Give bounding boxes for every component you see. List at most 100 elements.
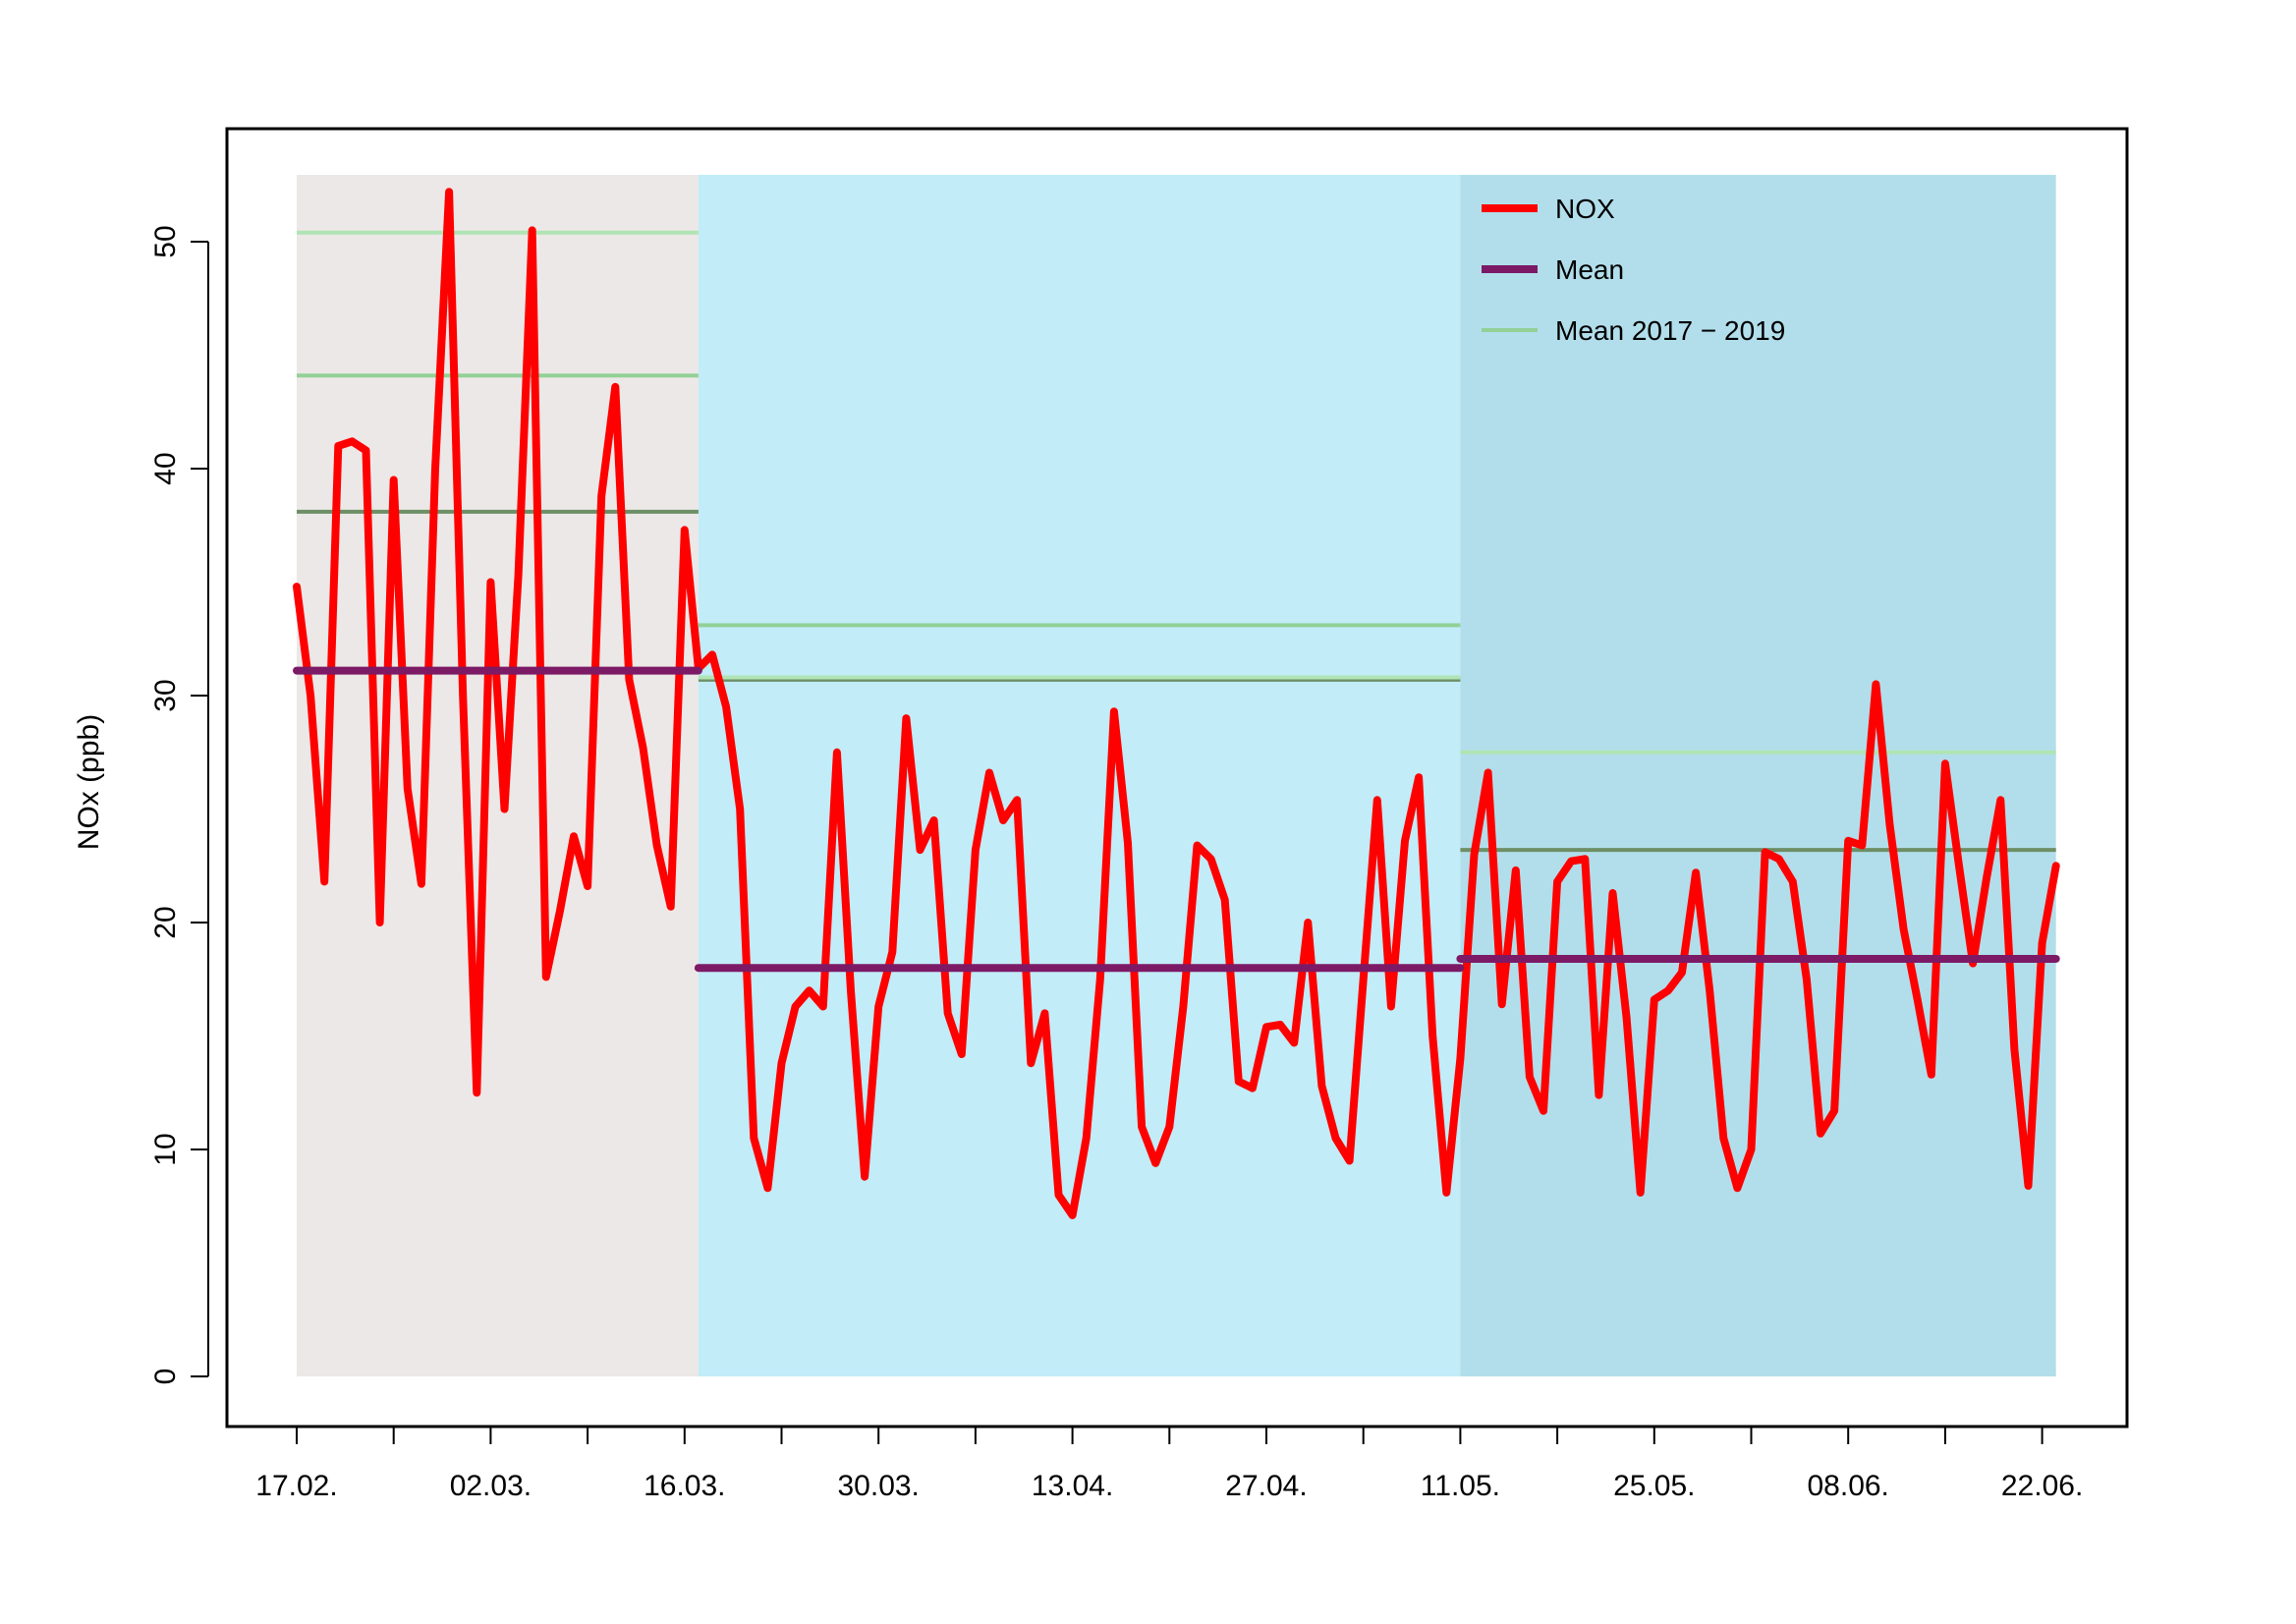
nox-point [1651, 996, 1657, 1003]
nox-point [556, 908, 563, 915]
nox-point [1707, 987, 1713, 994]
y-tick-label: 50 [149, 225, 182, 257]
nox-point [1110, 708, 1117, 715]
nox-point [1928, 1071, 1934, 1078]
nox-point [515, 572, 522, 579]
legend-label-3: Mean 2017 − 2019 [1555, 315, 1785, 346]
nox-point [321, 878, 328, 885]
nox-point [308, 693, 314, 699]
nox-point [1956, 863, 1962, 869]
nox-point [1984, 873, 1990, 880]
nox-point [1332, 1135, 1339, 1142]
nox-point [1166, 1123, 1173, 1130]
nox-point [1693, 869, 1700, 876]
nox-point [723, 703, 730, 710]
nox-point [1180, 1003, 1187, 1010]
y-tick-label: 20 [149, 906, 182, 938]
nox-point [1568, 858, 1575, 865]
nox-point [751, 1135, 757, 1142]
reference-mean-lines [297, 230, 2056, 853]
nox-point [1291, 1039, 1298, 1046]
nox-point [1083, 1135, 1090, 1142]
nox-point [1748, 1147, 1755, 1152]
nox-point [737, 806, 744, 812]
nox-point [1360, 976, 1367, 982]
nox-point [1997, 797, 2004, 804]
nox-point [1277, 1021, 1284, 1028]
nox-point [1416, 774, 1423, 781]
nox-point [1014, 797, 1021, 804]
nox-point [529, 227, 535, 234]
nox-point [653, 842, 660, 849]
period-mean-lines [293, 666, 2060, 973]
legend-label-1: NOX [1555, 194, 1615, 224]
nox-point [1028, 1060, 1035, 1067]
nox-point [1526, 1074, 1533, 1081]
nox-point [1512, 867, 1519, 873]
nox-point [349, 438, 356, 445]
nox-point [390, 476, 397, 483]
nox-point [585, 883, 591, 890]
y-axis: 0 10 20 30 40 50 [149, 225, 209, 1384]
nox-point [1471, 851, 1478, 858]
nox-point [1762, 849, 1768, 856]
nox-point [903, 715, 910, 722]
nox-point [1249, 1085, 1256, 1092]
nox-point [363, 447, 369, 454]
nox-point [2039, 939, 2045, 946]
x-tick-label: 11.05. [1421, 1470, 1500, 1502]
nox-point [1623, 1015, 1630, 1022]
nox-point [376, 920, 383, 925]
x-tick-label: 25.05. [1613, 1470, 1695, 1502]
nox-point [418, 880, 424, 887]
x-tick-label: 30.03. [837, 1470, 919, 1502]
nox-point [1803, 976, 1810, 982]
nox-point [875, 1003, 882, 1010]
nox-point [1596, 1092, 1602, 1098]
nox-point [681, 527, 688, 533]
nox-point [1873, 681, 1879, 688]
nox-point [1886, 821, 1893, 828]
nox-point [889, 949, 896, 956]
x-tick-label: 27.04. [1225, 1470, 1307, 1502]
nox-point [1679, 969, 1685, 976]
nox-point [1139, 1123, 1146, 1130]
nox-point [1609, 889, 1616, 896]
period-backgrounds [297, 175, 2056, 1376]
nox-point [1720, 1135, 1727, 1142]
nox-point [1096, 976, 1103, 982]
nox-point [1152, 1159, 1159, 1166]
nox-point [1443, 1189, 1450, 1196]
nox-point [432, 466, 438, 472]
y-tick-label: 10 [149, 1133, 182, 1165]
nox-point [1221, 896, 1228, 903]
nox-point [848, 987, 854, 994]
x-tick-label: 02.03. [450, 1470, 532, 1502]
nox-point [1373, 797, 1380, 804]
nox-point [1554, 878, 1561, 885]
nox-point [1318, 1083, 1325, 1090]
nox-point [917, 847, 924, 854]
nox-point [1194, 842, 1201, 849]
period-band-3 [1460, 175, 2056, 1376]
nox-point [1845, 837, 1852, 844]
nox-point [2011, 1046, 2018, 1053]
nox-point [1540, 1107, 1546, 1114]
nox-point [1055, 1192, 1062, 1199]
nox-point [862, 1173, 868, 1180]
nox-point [819, 1003, 826, 1010]
nox-point [294, 584, 300, 590]
nox-point [1789, 878, 1796, 885]
nox-point [474, 1090, 480, 1096]
nox-point [1235, 1078, 1242, 1085]
x-axis: 17.02. 02.03. 16.03. 30.03. 13.04. 27.04. 11.0… [255, 1426, 2083, 1502]
nox-point [778, 1060, 785, 1067]
nox-series [293, 188, 2060, 1219]
nox-point [446, 189, 453, 196]
nox-point [1900, 925, 1907, 932]
x-tick-label: 22.06. [2001, 1470, 2083, 1502]
y-tick-label: 40 [149, 452, 182, 484]
nox-point [1402, 837, 1408, 844]
x-tick-label: 17.02. [255, 1470, 337, 1502]
